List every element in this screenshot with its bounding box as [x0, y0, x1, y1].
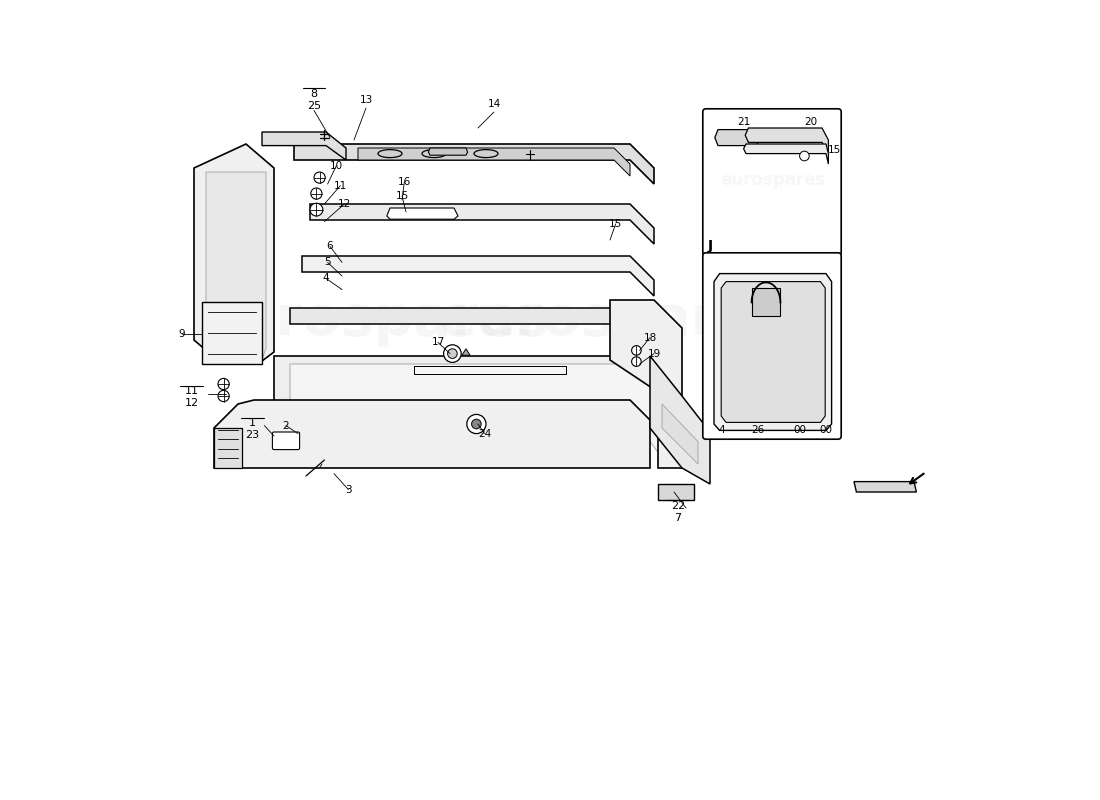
Text: 00: 00	[793, 426, 806, 435]
Circle shape	[448, 349, 458, 358]
Polygon shape	[658, 484, 694, 500]
Text: 10: 10	[330, 161, 343, 170]
Circle shape	[631, 357, 641, 366]
Text: 6: 6	[327, 242, 333, 251]
Polygon shape	[302, 256, 654, 296]
Polygon shape	[650, 356, 710, 484]
Text: 20: 20	[804, 117, 817, 126]
Circle shape	[314, 172, 326, 183]
Text: 17: 17	[431, 338, 444, 347]
Circle shape	[472, 419, 481, 429]
Text: 14: 14	[487, 99, 500, 109]
Text: 5: 5	[324, 258, 331, 267]
Polygon shape	[715, 130, 760, 146]
Text: 26: 26	[751, 426, 764, 435]
Text: J: J	[707, 239, 713, 254]
Polygon shape	[310, 204, 654, 244]
Polygon shape	[854, 482, 916, 492]
Polygon shape	[745, 128, 828, 152]
Text: 4: 4	[718, 426, 725, 435]
Polygon shape	[262, 132, 346, 160]
Polygon shape	[294, 144, 654, 184]
Polygon shape	[274, 356, 682, 468]
Polygon shape	[290, 308, 658, 356]
Polygon shape	[214, 428, 242, 468]
Circle shape	[218, 378, 229, 390]
Text: 00: 00	[820, 426, 833, 435]
Polygon shape	[610, 300, 682, 468]
Text: eurospares: eurospares	[199, 293, 549, 347]
Text: 2: 2	[283, 421, 289, 430]
Text: 8: 8	[310, 89, 318, 98]
Text: 15: 15	[827, 146, 840, 155]
Text: 11: 11	[185, 386, 199, 396]
Polygon shape	[462, 349, 470, 355]
Polygon shape	[744, 144, 828, 164]
Text: 23: 23	[245, 430, 260, 440]
Text: eurospares: eurospares	[719, 171, 825, 189]
Text: 19: 19	[648, 349, 661, 358]
Text: 25: 25	[307, 101, 321, 110]
Circle shape	[310, 203, 322, 216]
Polygon shape	[722, 282, 825, 422]
Text: 16: 16	[398, 177, 411, 186]
Text: 18: 18	[644, 333, 657, 342]
Polygon shape	[714, 274, 832, 430]
Circle shape	[218, 390, 229, 402]
Circle shape	[443, 345, 461, 362]
Text: 11: 11	[333, 181, 346, 190]
Polygon shape	[214, 400, 650, 468]
FancyBboxPatch shape	[273, 432, 299, 450]
Text: 15: 15	[609, 219, 623, 229]
Text: 24: 24	[477, 429, 491, 438]
Text: 12: 12	[338, 199, 351, 209]
Polygon shape	[194, 144, 274, 364]
Polygon shape	[387, 208, 458, 219]
Circle shape	[631, 346, 641, 355]
Polygon shape	[428, 148, 468, 155]
Polygon shape	[751, 288, 780, 316]
Text: 1: 1	[249, 418, 256, 428]
Polygon shape	[290, 364, 662, 458]
Text: 4: 4	[322, 274, 329, 283]
Circle shape	[800, 151, 810, 161]
Circle shape	[311, 188, 322, 199]
Text: 15: 15	[395, 191, 408, 201]
Text: 9: 9	[178, 330, 185, 339]
Text: 21: 21	[737, 117, 750, 126]
Text: eurospares: eurospares	[439, 293, 790, 347]
Text: 22: 22	[671, 501, 685, 510]
Polygon shape	[662, 404, 698, 464]
Text: 12: 12	[185, 398, 199, 408]
Circle shape	[466, 414, 486, 434]
Polygon shape	[358, 148, 630, 176]
FancyBboxPatch shape	[703, 253, 842, 439]
FancyBboxPatch shape	[703, 109, 842, 255]
Text: 3: 3	[345, 485, 352, 494]
Text: 7: 7	[674, 513, 682, 522]
Polygon shape	[202, 302, 262, 364]
Polygon shape	[206, 172, 266, 360]
Text: 13: 13	[360, 95, 373, 105]
